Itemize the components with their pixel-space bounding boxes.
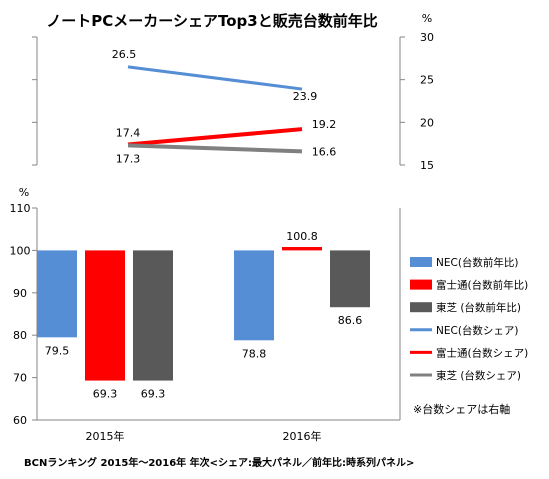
lower-axis-tick-label: 100 — [10, 244, 31, 257]
share-line — [127, 65, 303, 91]
bar-data-label: 86.6 — [338, 314, 363, 327]
bar — [234, 250, 274, 341]
share-line — [127, 127, 303, 147]
bar — [282, 247, 322, 251]
legend-swatch — [410, 257, 432, 267]
legend-label: 東芝 (台数シェア) — [436, 369, 521, 382]
legend-label: NEC(台数シェア) — [436, 324, 519, 337]
lower-axis-unit: % — [19, 186, 29, 199]
line-data-label: 17.3 — [116, 152, 141, 165]
bar-data-label: 69.3 — [141, 388, 166, 401]
bar — [133, 250, 173, 381]
line-data-label: 16.6 — [312, 145, 337, 158]
legend-label: NEC(台数前年比) — [436, 256, 519, 269]
bar-data-label: 79.5 — [45, 344, 70, 357]
line-data-label: 23.9 — [293, 90, 318, 103]
lower-axis-tick-label: 60 — [13, 414, 27, 427]
line-data-label: 26.5 — [112, 48, 137, 61]
upper-axis-tick-label: 20 — [420, 116, 434, 129]
chart-title: ノートPCメーカーシェアTop3と販売台数前年比 — [46, 12, 377, 30]
lower-axis-tick-label: 80 — [13, 329, 27, 342]
upper-axis-tick-label: 15 — [420, 159, 434, 172]
bar — [37, 250, 77, 338]
legend-label: 富士通(台数前年比) — [436, 279, 528, 292]
lower-axis-tick-label: 90 — [13, 287, 27, 300]
category-label: 2015年 — [86, 429, 125, 443]
share-line — [127, 143, 303, 154]
upper-axis-tick-label: 30 — [420, 31, 434, 44]
right-axis-note: ※台数シェアは右軸 — [413, 402, 510, 416]
bar-data-label: 69.3 — [93, 388, 118, 401]
lower-axis-tick-label: 70 — [13, 372, 27, 385]
category-label: 2016年 — [283, 429, 322, 443]
line-data-label: 19.2 — [312, 118, 337, 131]
legend-swatch — [410, 279, 432, 290]
legend-label: 富士通(台数シェア) — [436, 346, 528, 359]
legend-swatch — [410, 302, 432, 313]
upper-axis-tick-label: 25 — [420, 74, 434, 87]
bar-data-label: 100.8 — [286, 230, 318, 243]
bar-data-label: 78.8 — [242, 347, 267, 360]
chart-footnote: BCNランキング 2015年～2016年 年次<シェア:最大パネル／前年比:時系… — [24, 456, 414, 469]
line-data-label: 17.4 — [116, 127, 141, 140]
bar — [330, 250, 370, 308]
upper-axis-unit: % — [422, 12, 432, 25]
legend-label: 東芝 (台数前年比) — [436, 301, 521, 314]
bar — [85, 250, 125, 381]
lower-axis-tick-label: 110 — [10, 202, 31, 215]
